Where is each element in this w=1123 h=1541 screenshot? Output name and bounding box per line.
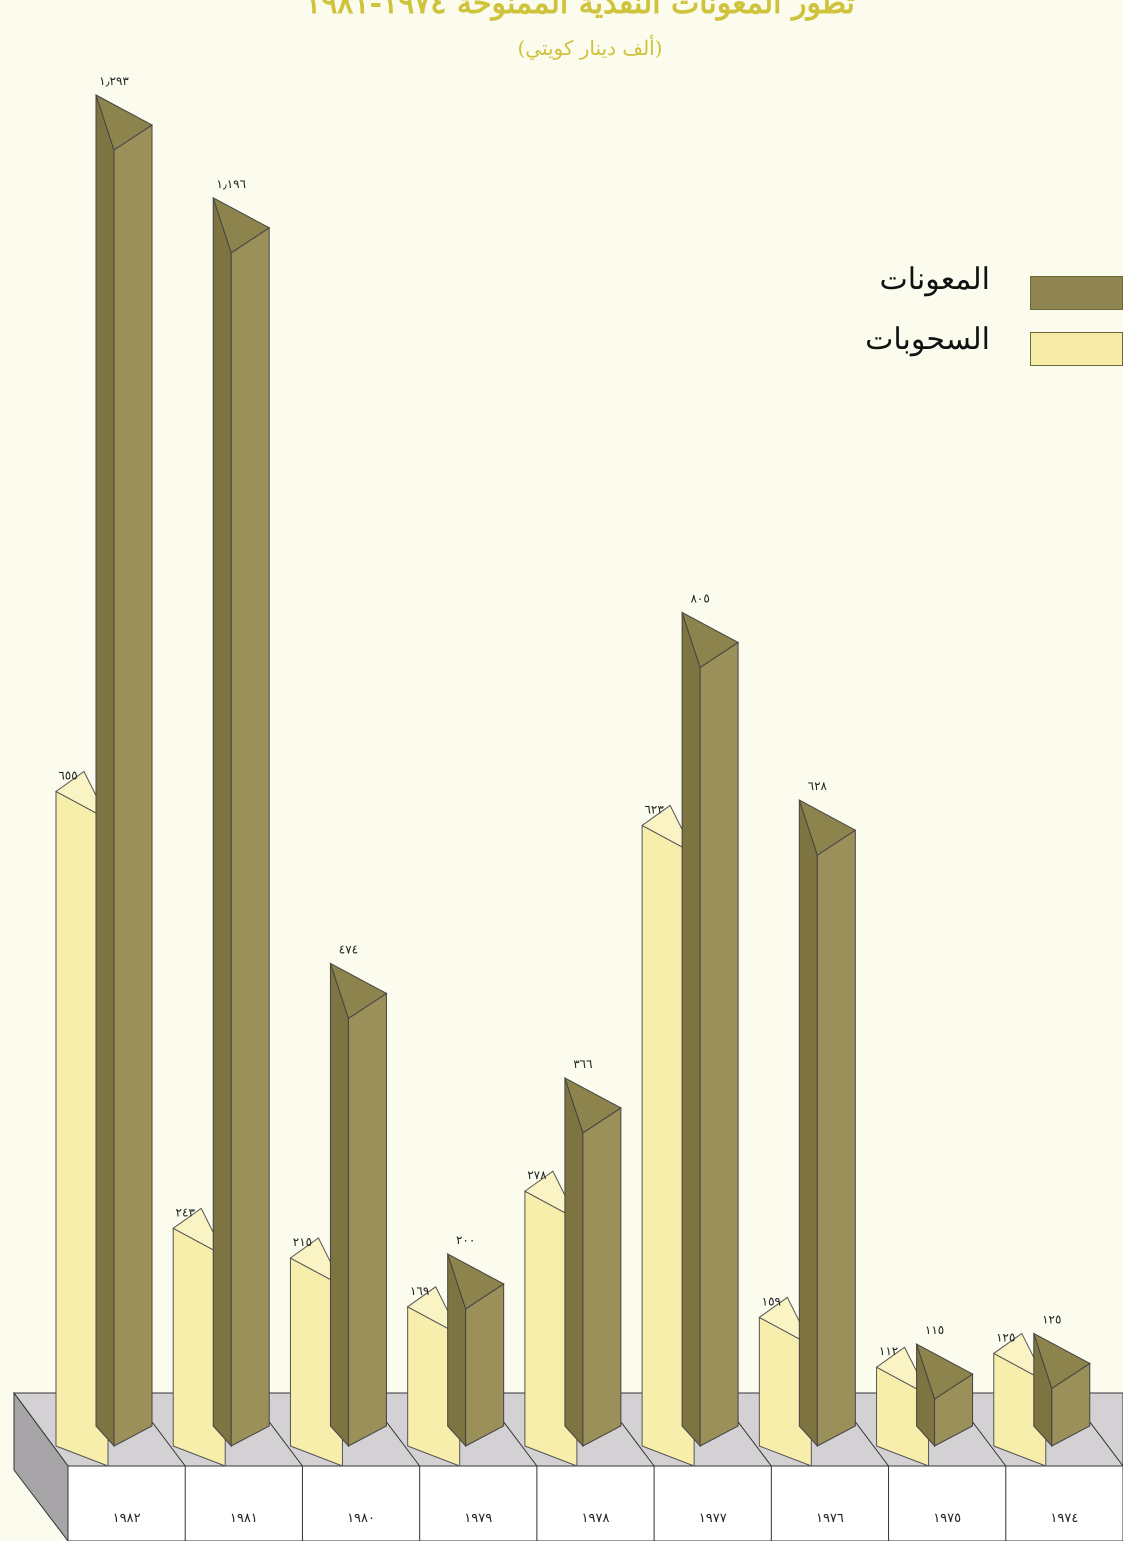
bar-aid-top bbox=[564, 1076, 622, 1134]
data-label-aid: ٤٧٤ bbox=[339, 942, 358, 956]
bar-aid-side bbox=[564, 1077, 584, 1448]
bar-aid bbox=[465, 1283, 505, 1447]
data-label-aid: ١١٥ bbox=[925, 1323, 944, 1337]
x-tick-label: ١٩٨٠ bbox=[347, 1511, 375, 1526]
bar-aid-top bbox=[212, 196, 271, 254]
x-tick-label: ١٩٧٥ bbox=[933, 1511, 961, 1526]
bar-aid-top bbox=[446, 1252, 505, 1310]
data-label-withdrawals: ٢١٥ bbox=[293, 1235, 312, 1249]
data-label-withdrawals: ١٥٩ bbox=[762, 1294, 781, 1308]
legend-swatch-aid bbox=[1030, 276, 1123, 310]
data-label-aid: ٣٦٦ bbox=[573, 1057, 592, 1071]
bar-aid-top bbox=[95, 93, 153, 151]
data-label-aid: ١٢٥ bbox=[1042, 1312, 1061, 1326]
x-tick-label: ١٩٧٩ bbox=[464, 1511, 492, 1526]
x-tick-label: ١٩٧٦ bbox=[816, 1511, 844, 1526]
chart-subtitle: (ألف دينار كويتي) bbox=[517, 36, 663, 60]
data-label-withdrawals: ١١٢ bbox=[879, 1344, 898, 1358]
data-label-aid: ٦٢٨ bbox=[808, 779, 828, 793]
legend-label-withdrawals: السحوبات bbox=[865, 322, 990, 357]
x-tick-label: ١٩٧٧ bbox=[699, 1511, 727, 1526]
bar-aid-top bbox=[329, 962, 388, 1020]
data-label-withdrawals: ٦٢٣ bbox=[644, 802, 664, 816]
bar-aid-side bbox=[95, 94, 115, 1448]
legend-swatch-withdrawals bbox=[1030, 332, 1123, 366]
bar-aid bbox=[347, 992, 387, 1447]
x-tick-label: ١٩٨١ bbox=[230, 1511, 258, 1526]
bar-aid-top bbox=[681, 611, 740, 669]
bar-aid-side bbox=[329, 963, 349, 1448]
bar-aid-side bbox=[681, 612, 701, 1448]
data-label-aid: ١٫١٩٦ bbox=[216, 177, 246, 191]
data-label-withdrawals: ١٢٥ bbox=[996, 1330, 1015, 1344]
data-label-aid: ٨٠٥ bbox=[690, 591, 709, 605]
x-tick-label: ١٩٧٨ bbox=[582, 1511, 610, 1526]
data-label-withdrawals: ٢٤٣ bbox=[176, 1205, 196, 1219]
bar-aid-top bbox=[1032, 1332, 1091, 1390]
bar-aid-top bbox=[798, 799, 857, 856]
data-label-aid: ٢٠٠ bbox=[456, 1233, 475, 1247]
bar-aid bbox=[582, 1106, 622, 1447]
x-tick-label: ١٩٨٢ bbox=[113, 1511, 141, 1526]
bar-aid-top bbox=[915, 1343, 974, 1400]
data-label-withdrawals: ١٦٩ bbox=[410, 1284, 429, 1298]
bar-aid bbox=[113, 124, 153, 1447]
bar-aid bbox=[230, 226, 270, 1447]
bar-aid-side bbox=[798, 799, 818, 1448]
bar-aid-side bbox=[212, 197, 232, 1448]
data-label-withdrawals: ٢٧٨ bbox=[527, 1168, 547, 1182]
legend-label-aid: المعونات bbox=[879, 262, 990, 297]
chart-title: تطور المعونات النقدية الممنوحة ١٩٧٤-١٩٨١ bbox=[305, 0, 855, 21]
data-label-withdrawals: ٦٥٥ bbox=[58, 768, 77, 782]
data-label-aid: ١٫٢٩٣ bbox=[99, 74, 129, 88]
bar-aid bbox=[699, 641, 739, 1447]
base-platform-front bbox=[67, 1465, 1123, 1541]
x-tick-label: ١٩٧٤ bbox=[1050, 1511, 1078, 1526]
base-platform-side bbox=[13, 1391, 69, 1541]
bar-aid bbox=[816, 829, 856, 1447]
